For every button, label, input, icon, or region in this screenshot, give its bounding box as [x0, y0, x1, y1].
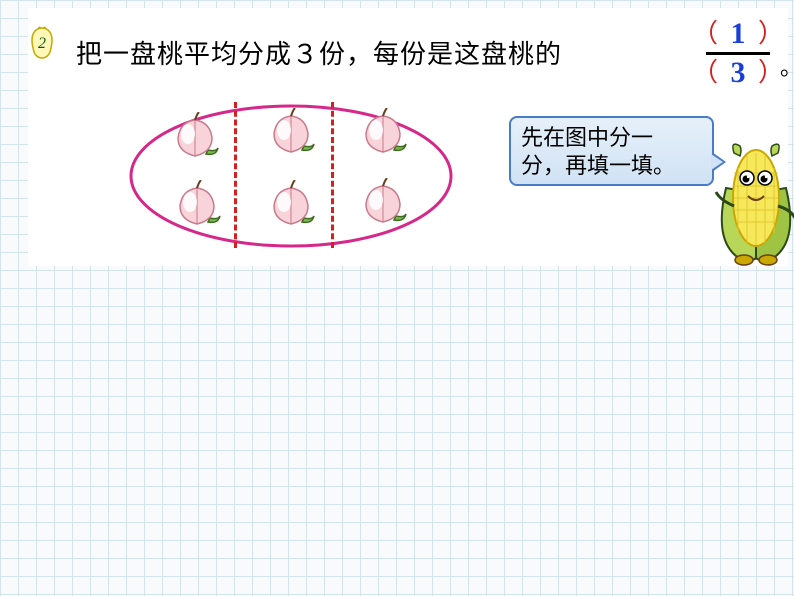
fraction-bar [706, 52, 770, 55]
denominator-value: 3 [731, 56, 746, 89]
fraction-answer: （ 1 ） （ 3 ） [698, 18, 778, 89]
peach-icon [358, 178, 408, 226]
peach-icon [266, 108, 316, 156]
question-number-badge: 2 [28, 26, 56, 60]
peach-icon [172, 180, 222, 228]
paren-left-icon: （ [692, 18, 718, 50]
svg-text:2: 2 [38, 35, 46, 52]
peach-icon [266, 180, 316, 228]
corn-character-icon [706, 138, 794, 268]
peach-icon [358, 108, 408, 156]
peach-icon [170, 112, 220, 160]
hint-text: 先在图中分一 分，再填一填。 [521, 125, 675, 178]
paren-left-icon: （ [692, 57, 718, 89]
question-text: 把一盘桃平均分成３份，每份是这盘桃的 [76, 34, 562, 71]
fraction-numerator: （ 1 ） [698, 18, 778, 50]
paren-right-icon: ） [758, 18, 784, 50]
sentence-period: 。 [780, 50, 794, 82]
fraction-denominator: （ 3 ） [698, 57, 778, 89]
content-panel: 2 把一盘桃平均分成３份，每份是这盘桃的 （ 1 ） （ 3 ） 。 [28, 8, 788, 266]
numerator-value: 1 [731, 17, 746, 50]
divider-line-2 [331, 102, 334, 248]
hint-callout: 先在图中分一 分，再填一填。 [509, 116, 714, 186]
divider-line-1 [234, 102, 237, 248]
